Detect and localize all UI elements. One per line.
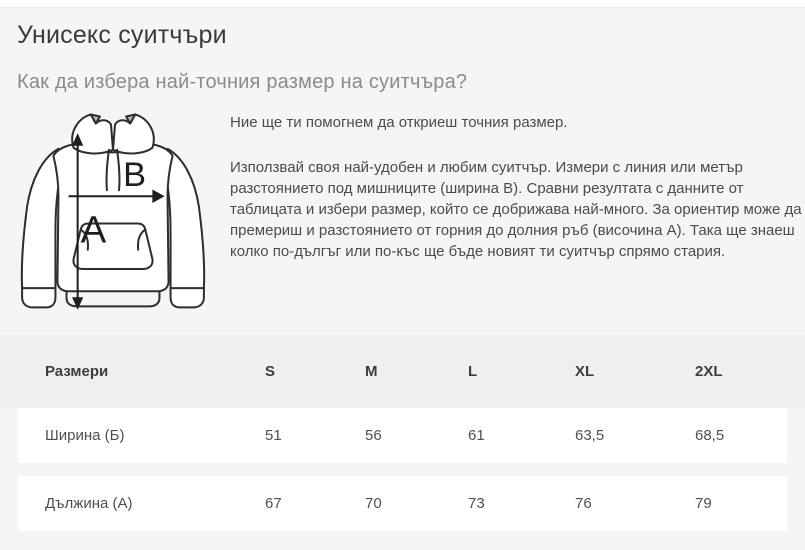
size-value: 73	[468, 495, 485, 512]
table-header-l: L	[468, 363, 478, 380]
size-table-body: Ширина (Б) 51 56 61 63,5 68,5 Дължина (А…	[0, 408, 805, 531]
hoodie-right-sleeve	[160, 147, 206, 309]
hoodie-hem	[65, 290, 161, 308]
size-value: 68,5	[695, 427, 725, 444]
measure-label-b: B	[123, 156, 146, 194]
table-header-xl: XL	[575, 363, 595, 380]
size-value: 61	[468, 427, 485, 444]
table-row-length: Дължина (А) 67 70 73 76 79	[18, 476, 787, 531]
intro-paragraph-2: Използвай своя най-удобен и любим суитчъ…	[230, 159, 802, 260]
page-title: Унисекс суитчъри	[17, 21, 227, 49]
measure-label-a: A	[81, 209, 107, 252]
table-row-width: Ширина (Б) 51 56 61 63,5 68,5	[18, 408, 787, 463]
size-value: 67	[265, 495, 282, 512]
size-value: 70	[365, 495, 382, 512]
page-subtitle: Как да избера най-точния размер на суитч…	[17, 71, 468, 93]
hoodie-drawstrings	[105, 148, 110, 192]
table-header-s: S	[265, 363, 276, 380]
hoodie-pocket	[72, 222, 154, 270]
hoodie-hood-left	[71, 113, 115, 155]
hoodie-measurement-diagram: A B	[12, 111, 214, 329]
row-label: Дължина (А)	[45, 495, 133, 512]
table-header-sizes: Размери	[45, 363, 109, 380]
row-label: Ширина (Б)	[45, 427, 125, 444]
size-table: Размери S M L XL 2XL Ширина (Б) 51 56 61…	[0, 335, 805, 531]
size-value: 76	[575, 495, 592, 512]
size-value: 63,5	[575, 427, 605, 444]
table-header-m: M	[365, 363, 378, 380]
top-divider	[0, 0, 805, 8]
hoodie-left-sleeve	[20, 147, 66, 309]
intro-text: Ние ще ти помогнем да откриеш точния раз…	[230, 112, 802, 262]
hoodie-hood-right	[111, 113, 155, 155]
intro-paragraph-1: Ние ще ти помогнем да откриеш точния раз…	[230, 114, 568, 131]
size-value: 56	[365, 427, 382, 444]
table-header-2xl: 2XL	[695, 363, 723, 380]
size-value: 51	[265, 427, 282, 444]
row-separator	[18, 463, 787, 476]
size-value: 79	[695, 495, 712, 512]
size-table-header: Размери S M L XL 2XL	[0, 335, 805, 408]
hoodie-illustration: A B	[20, 113, 206, 310]
